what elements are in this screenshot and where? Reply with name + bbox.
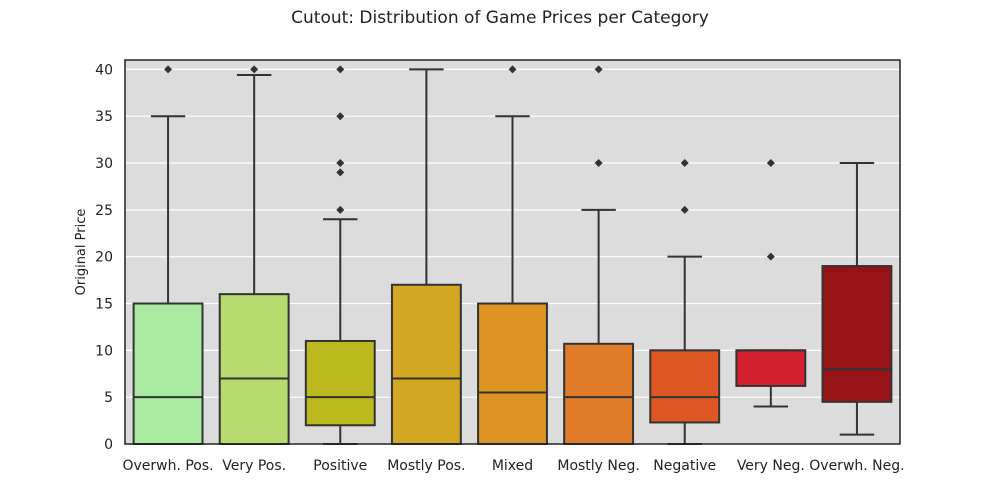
box-group: [735, 159, 807, 408]
outlier-point: [680, 205, 689, 214]
box-group: [218, 65, 290, 445]
box-group: [821, 162, 893, 436]
y-tick-label: 35: [95, 109, 113, 125]
y-tick-label: 0: [104, 437, 113, 453]
box-group: [132, 65, 204, 446]
plot-frame: [124, 59, 901, 445]
box-iqr: [821, 265, 893, 403]
y-tick-label: 40: [95, 62, 113, 78]
outlier-point: [336, 65, 345, 74]
box-iqr: [649, 349, 721, 424]
y-axis-label: Original Price: [74, 209, 89, 296]
chart-title: Cutout: Distribution of Game Prices per …: [291, 8, 709, 28]
x-tick-label: Overwh. Pos.: [122, 458, 213, 474]
x-tick-label: Mostly Neg.: [557, 458, 639, 474]
box-group: [304, 65, 376, 445]
outlier-point: [680, 159, 689, 168]
box-group: [390, 68, 462, 445]
box-group: [649, 159, 721, 445]
x-tick-label: Negative: [653, 458, 716, 474]
outlier-point: [336, 112, 345, 121]
outlier-point: [766, 159, 775, 168]
y-tick-label: 5: [104, 390, 113, 406]
y-axis: 0 5 10 15 20 25 30 35 40: [95, 62, 113, 453]
y-tick-label: 10: [95, 343, 113, 359]
outlier-point: [250, 65, 259, 74]
outlier-point: [164, 65, 173, 74]
y-tick-label: 15: [95, 297, 113, 313]
y-tick-label: 25: [95, 203, 113, 219]
box-iqr: [735, 349, 807, 387]
box-iqr: [218, 293, 290, 445]
y-tick-label: 30: [95, 156, 113, 172]
x-tick-label: Positive: [313, 458, 367, 474]
outlier-point: [336, 205, 345, 214]
x-tick-label: Mostly Pos.: [387, 458, 465, 474]
x-tick-label: Mixed: [492, 458, 533, 474]
x-axis: Overwh. Pos. Very Pos. Positive Mostly Pos.…: [122, 458, 904, 474]
box-iqr: [132, 302, 204, 446]
x-tick-label: Overwh. Neg.: [809, 458, 904, 474]
x-tick-label: Very Pos.: [222, 458, 286, 474]
box-iqr: [304, 339, 376, 427]
outlier-point: [336, 159, 345, 168]
y-tick-label: 20: [95, 250, 113, 266]
outlier-point: [766, 252, 775, 261]
x-tick-label: Very Neg.: [737, 458, 805, 474]
outlier-point: [594, 159, 603, 168]
box-iqr: [477, 302, 548, 446]
box-iqr: [390, 283, 462, 445]
outlier-point: [594, 65, 603, 74]
outlier-point: [508, 65, 517, 74]
outlier-point: [336, 168, 345, 177]
boxes-layer: [132, 65, 893, 446]
box-group: [477, 65, 548, 446]
box-iqr: [563, 342, 635, 446]
